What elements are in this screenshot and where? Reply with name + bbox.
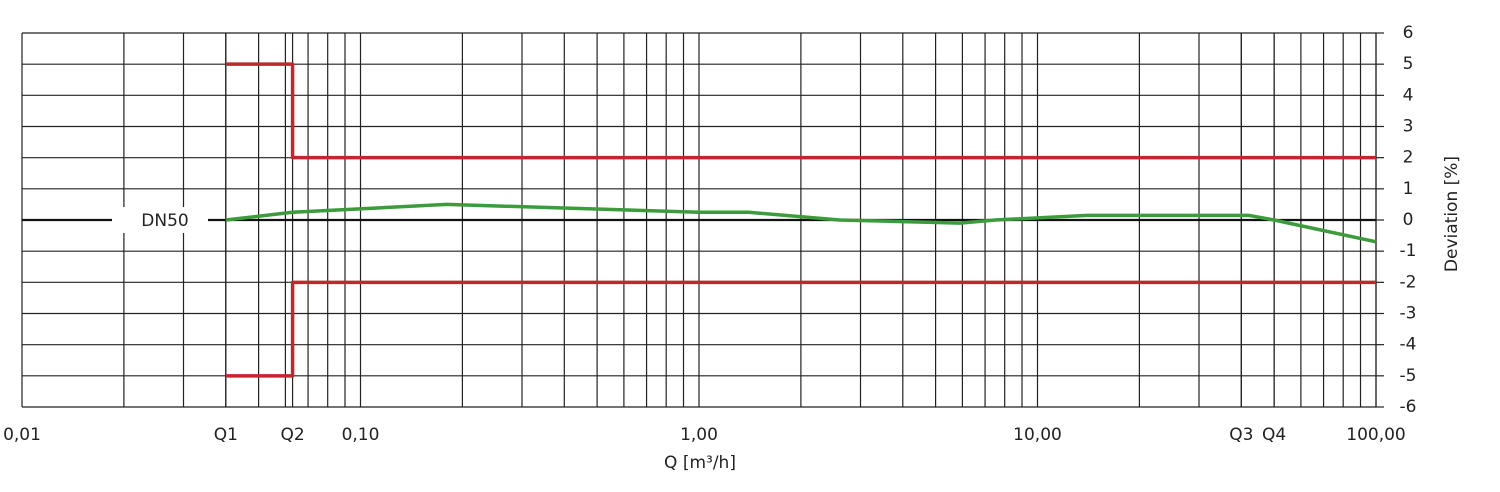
y-tick-label: -6: [1400, 397, 1417, 417]
y-tick-label: -3: [1400, 304, 1417, 324]
y-tick-label: 0: [1403, 210, 1414, 230]
x-tick-label: Q2: [280, 425, 304, 445]
x-tick-label: 0,10: [342, 425, 380, 445]
y-tick-label: 6: [1403, 23, 1414, 43]
x-tick-label: 10,00: [1013, 425, 1062, 445]
data-line: [225, 202, 1377, 244]
y-tick-label: 4: [1403, 85, 1414, 105]
y-tick-label: 2: [1403, 148, 1414, 168]
y-tick-label: -2: [1400, 272, 1417, 292]
annotation-bg: [112, 207, 208, 233]
x-tick-label: Q4: [1262, 425, 1286, 445]
y-tick-label: 3: [1403, 117, 1414, 137]
x-axis-label: Q [m³/h]: [664, 453, 736, 473]
y-tick-label: 5: [1403, 54, 1414, 74]
x-tick-label: 1,00: [680, 425, 718, 445]
x-tick-label: 100,00: [1346, 425, 1405, 445]
y-tick-label: -5: [1400, 366, 1417, 386]
x-tick-label: Q1: [214, 425, 238, 445]
x-tick-label: 0,01: [3, 425, 41, 445]
annotation: DN50: [141, 211, 188, 231]
data-line: [225, 280, 1376, 378]
x-tick-label: Q3: [1229, 425, 1253, 445]
data-line: [225, 62, 1376, 160]
y-tick-label: -4: [1400, 335, 1417, 355]
y-axis-label: Deviation [%]: [1442, 156, 1462, 272]
y-tick-label: -1: [1400, 241, 1417, 261]
y-tick-label: 1: [1403, 179, 1414, 199]
